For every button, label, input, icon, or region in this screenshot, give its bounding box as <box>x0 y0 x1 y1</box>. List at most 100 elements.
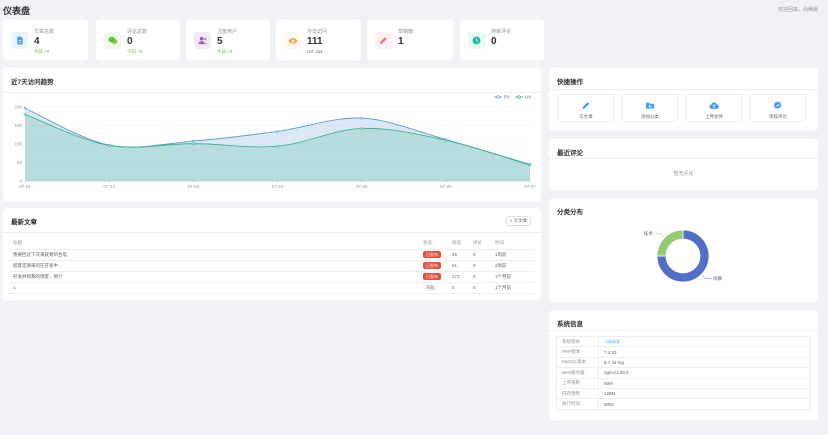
stat-sub: 今日 +0 <box>34 49 50 54</box>
article-time: 1个月前 <box>491 282 535 294</box>
stat-card-2: 注册用户 5 今日 +0 <box>186 20 270 60</box>
pencil-icon <box>582 101 591 112</box>
write-article-button[interactable]: + 写文章 <box>506 216 531 226</box>
article-title[interactable]: 我要回过下次来就要新合电 <box>9 249 419 261</box>
comment-check-icon <box>774 101 783 112</box>
table-row[interactable]: 1 草稿 0 0 1个月前 <box>9 282 535 294</box>
stat-sub: 今日 +0 <box>127 49 143 54</box>
data-point-uv <box>276 144 279 148</box>
stat-label: 草稿箱 <box>398 29 414 35</box>
article-reads: 61 <box>448 260 469 272</box>
table-row[interactable]: 我要回过下次来就要新合电 已发布 46 0 1周前 <box>9 249 535 261</box>
articles-card: 最新文章 + 写文章 标题 状态 阅读 评论 时间 我要回过下次来就要新合电 已发… <box>3 208 541 300</box>
donut-slice-1 <box>656 229 684 257</box>
article-status-cell: 草稿 <box>419 282 448 294</box>
system-info-key: 执行时间 <box>556 398 599 410</box>
system-info-value: 300s <box>598 398 810 410</box>
data-point-uv <box>444 138 448 142</box>
article-status-cell: 已发布 <box>419 260 448 272</box>
system-info-row: 上传限制 50M <box>556 377 810 389</box>
version-badge: v3.0.0 <box>604 339 623 345</box>
article-time: 2周前 <box>491 260 535 272</box>
article-status-cell: 已发布 <box>419 271 448 283</box>
system-info-key: 内存限制 <box>556 387 599 400</box>
system-info-key: Web服务器 <box>556 367 599 379</box>
data-point-uv <box>107 144 111 147</box>
system-info-table: 系统版本 v3.0.0 PHP版本 7.4.33 MySQL版本 5.7.44-log We… <box>556 335 810 410</box>
system-info-row: Web服务器 nginx/1.28.0 <box>556 367 810 379</box>
data-point-pv <box>276 130 279 133</box>
quick-write-button[interactable]: 写文章 <box>558 94 614 122</box>
system-info-row: 执行时间 300s <box>556 398 810 410</box>
stat-label: 今日访问 <box>307 29 328 35</box>
stat-card-0: 文章总数 4 今日 +0 <box>3 20 88 60</box>
legend-label-uv: UV <box>525 95 531 100</box>
article-comments: 0 <box>469 260 491 272</box>
stat-card-5: 待审评论 0 <box>460 20 544 60</box>
x-tick-label: 07-26 <box>440 184 452 189</box>
stat-label: 文章总数 <box>34 29 55 35</box>
article-time: 1个月前 <box>491 271 535 283</box>
table-row[interactable]: 开发并和我的博客，简介 已发布 171 0 1个月前 <box>9 271 535 283</box>
quick-actions-title: 快捷操作 <box>557 79 583 86</box>
system-info-row: 内存限制 128M <box>556 387 810 400</box>
article-title[interactable]: 搭客定期来的在开发中... <box>9 260 419 272</box>
stat-label: 待审评论 <box>491 29 512 35</box>
system-info-row: MySQL版本 5.7.44-log <box>556 356 810 369</box>
system-info-card: 系统信息 系统版本 v3.0.0 PHP版本 7.4.33 MySQL版本 5.7.44-… <box>549 310 818 420</box>
table-row[interactable]: 搭客定期来的在开发中... 已发布 61 0 2周前 <box>9 260 535 272</box>
stat-label: 评论总数 <box>127 29 148 35</box>
chat-icon <box>104 32 121 49</box>
legend-marker <box>517 95 521 99</box>
quick-add-category-button[interactable]: 添加分类 <box>622 94 678 122</box>
y-tick-label: 100 <box>14 142 22 147</box>
col-status: 状态 <box>419 238 448 250</box>
system-info-key: 系统版本 <box>556 335 599 348</box>
stat-card-3: 今日访问 111 UV: 111 <box>276 20 361 60</box>
stat-card-1: 评论总数 0 今日 +0 <box>96 20 180 60</box>
x-tick-label: 07-25 <box>356 184 368 189</box>
quick-add-category-label: 添加分类 <box>641 114 659 119</box>
stat-sub: 今日 +0 <box>217 49 233 54</box>
x-tick-label: 07-22 <box>103 184 115 189</box>
stat-value: 1 <box>398 36 404 47</box>
upload-cloud-icon <box>709 101 719 112</box>
pencil-icon <box>375 32 392 49</box>
col-time: 时间 <box>491 238 535 250</box>
status-badge: 已发布 <box>423 273 441 280</box>
article-title[interactable]: 开发并和我的博客，简介 <box>9 271 419 283</box>
data-point-uv <box>23 113 27 116</box>
stat-label: 注册用户 <box>217 29 238 35</box>
donut-slice-0 <box>656 229 710 283</box>
clock-icon <box>468 32 485 49</box>
recent-comments-title: 最近评论 <box>557 150 583 157</box>
folder-plus-icon <box>645 101 655 112</box>
article-status-cell: 已发布 <box>419 249 448 261</box>
quick-write-label: 写文章 <box>579 114 593 119</box>
recent-comments-card: 最近评论 暂无评论 <box>549 139 818 190</box>
stat-value: 4 <box>34 36 40 47</box>
data-point-pv <box>360 116 363 120</box>
trend-title: 近7天访问趋势 <box>11 79 54 86</box>
x-tick-label: 07-27 <box>524 184 536 189</box>
quick-review-comments-button[interactable]: 审核评论 <box>750 94 806 122</box>
document-icon <box>11 32 28 49</box>
quick-actions-card: 快捷操作 写文章 添加分类 上传文件 审核评论 <box>549 68 818 131</box>
col-comments: 评论 <box>469 238 491 250</box>
eye-icon <box>284 32 301 49</box>
system-info-row: 系统版本 v3.0.0 <box>556 335 810 348</box>
stat-value: 0 <box>491 36 497 47</box>
article-comments: 0 <box>469 249 491 261</box>
article-reads: 0 <box>448 282 469 294</box>
article-title[interactable]: 1 <box>9 282 419 294</box>
status-badge: 已发布 <box>423 251 441 258</box>
system-info-value-cell: v3.0.0 <box>598 335 810 348</box>
quick-upload-button[interactable]: 上传文件 <box>686 94 742 122</box>
article-comments: 0 <box>469 271 491 283</box>
data-point-uv <box>528 163 532 167</box>
trend-chart: 0 50 100 150 200 07-21 07-22 07-23 07-24 07-25 07-… <box>14 95 536 189</box>
welcome-text: 欢迎回来，尚稀晨 <box>777 7 818 13</box>
system-info-value: nginx/1.28.0 <box>598 367 810 379</box>
category-title: 分类分布 <box>557 209 583 216</box>
stat-value: 0 <box>127 36 133 47</box>
